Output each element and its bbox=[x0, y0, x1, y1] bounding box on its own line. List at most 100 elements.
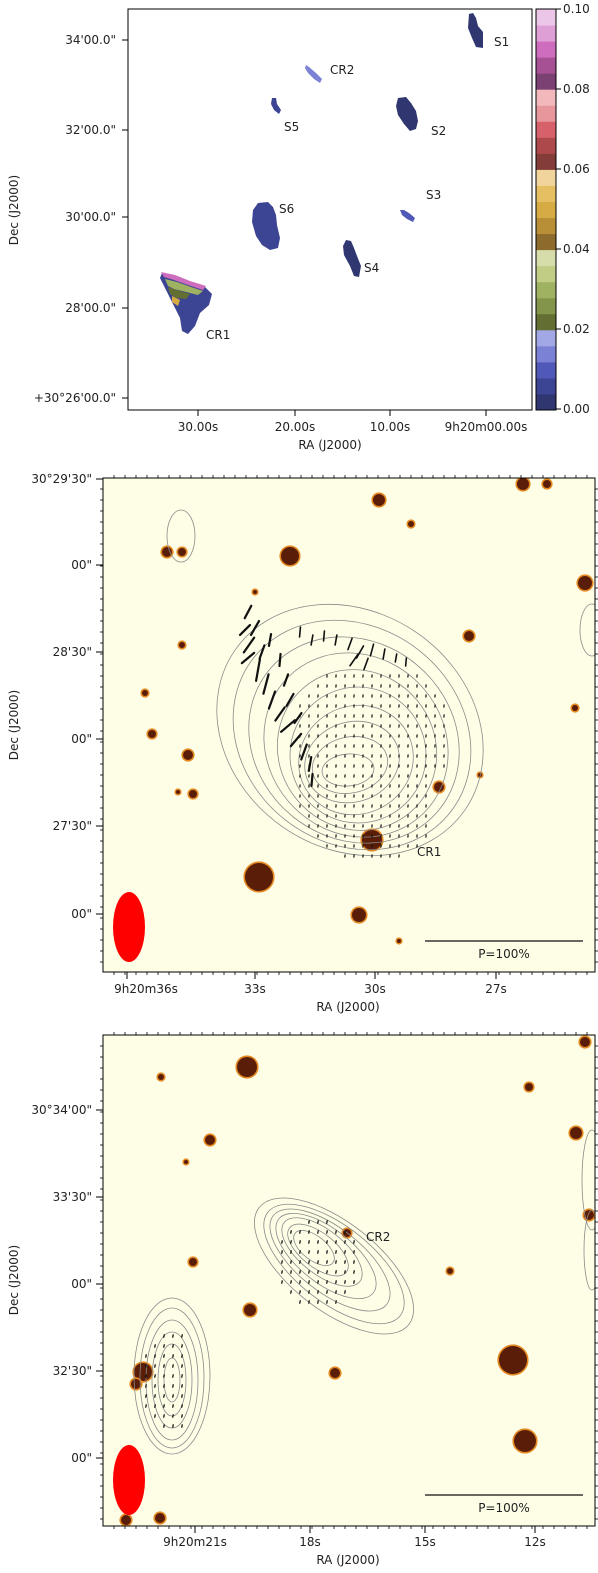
cr2-y-tick-1: 30°34'00" bbox=[31, 1103, 92, 1117]
label-s4: S4 bbox=[364, 261, 379, 275]
star bbox=[178, 548, 186, 556]
cr1-source-label: CR1 bbox=[417, 845, 441, 859]
cr2-x-tick-3: 15s bbox=[414, 1535, 436, 1549]
map-ticks bbox=[122, 39, 487, 416]
blob-s5 bbox=[271, 98, 281, 114]
contour-line bbox=[583, 1209, 595, 1291]
polarization-vector bbox=[347, 637, 353, 651]
colorbar-segment bbox=[536, 313, 556, 331]
cr1-major-ticks bbox=[96, 478, 497, 979]
map-y-tick-4: 28'00.0" bbox=[65, 301, 116, 315]
blob-s1 bbox=[468, 13, 483, 48]
colorbar-segment bbox=[536, 73, 556, 90]
label-s3: S3 bbox=[426, 188, 441, 202]
colorbar-segment bbox=[536, 377, 556, 395]
star bbox=[525, 1083, 533, 1091]
contour-line bbox=[253, 1197, 415, 1335]
label-s2: S2 bbox=[431, 124, 446, 138]
polarization-vector bbox=[238, 623, 252, 637]
contour-line bbox=[166, 509, 196, 563]
map-x-tick-1: 30.00s bbox=[178, 420, 219, 434]
star bbox=[373, 494, 385, 506]
contour-line bbox=[133, 1297, 211, 1455]
colorbar bbox=[536, 9, 556, 411]
star bbox=[205, 1135, 215, 1145]
colorbar-segment bbox=[536, 137, 556, 154]
star bbox=[408, 521, 414, 527]
colorbar-segment bbox=[536, 281, 556, 299]
colorbar-segment bbox=[536, 265, 556, 283]
map-x-tick-2: 20.00s bbox=[275, 420, 316, 434]
cr1-y-tick-6: 00" bbox=[71, 907, 92, 921]
polarization-vector bbox=[278, 652, 282, 668]
colorbar-segment bbox=[536, 217, 556, 235]
cr2-y-axis-title: Dec (J2000) bbox=[7, 1245, 21, 1315]
star bbox=[584, 1210, 594, 1220]
contour-line bbox=[276, 669, 438, 831]
panel-cr1-polarization: P=100% CR1 9h20m36s 33s 30s 27s 30°29'30… bbox=[7, 472, 598, 1014]
contour-line bbox=[248, 636, 460, 844]
cr2-y-tick-3: 00" bbox=[71, 1277, 92, 1291]
colorbar-frame bbox=[535, 8, 557, 411]
star bbox=[131, 1379, 141, 1389]
cr1-y-tick-3: 28'30" bbox=[53, 645, 92, 659]
colorbar-segment bbox=[536, 41, 556, 58]
polarization-vector bbox=[242, 636, 256, 654]
cr2-frame bbox=[102, 1034, 596, 1527]
star bbox=[158, 1074, 164, 1080]
cr2-y-tick-5: 00" bbox=[71, 1451, 92, 1465]
colorbar-segment bbox=[536, 393, 556, 411]
cr2-x-tick-2: 18s bbox=[299, 1535, 321, 1549]
colorbar-segment bbox=[536, 153, 556, 170]
polarization-vector bbox=[334, 634, 338, 646]
cr1-y-tick-4: 00" bbox=[71, 732, 92, 746]
blob-cr2 bbox=[305, 65, 322, 83]
map-background bbox=[128, 9, 532, 410]
star bbox=[189, 1258, 197, 1266]
star bbox=[397, 939, 401, 943]
polarization-vector bbox=[310, 634, 314, 646]
colorbar-segment bbox=[536, 201, 556, 219]
polarization-vector bbox=[363, 657, 369, 671]
contour-line bbox=[304, 720, 400, 804]
contour-line bbox=[232, 619, 472, 851]
star bbox=[253, 590, 257, 594]
blob-cr1-edge-pink bbox=[161, 272, 206, 290]
cr2-major-ticks bbox=[96, 1109, 536, 1533]
cr1-vectors bbox=[238, 604, 445, 858]
blob-cr1-edge-olive bbox=[168, 287, 190, 299]
star bbox=[447, 1268, 453, 1274]
polarization-vector bbox=[382, 648, 386, 660]
colorbar-tick-6: 0.00 bbox=[563, 402, 590, 416]
polarization-vector bbox=[280, 719, 296, 733]
polarization-vector bbox=[258, 644, 266, 660]
colorbar-tick-4: 0.04 bbox=[563, 242, 590, 256]
star bbox=[245, 863, 273, 891]
star bbox=[514, 1430, 536, 1452]
polarization-vector bbox=[243, 604, 253, 620]
blob-cr1-edge-tan bbox=[172, 296, 180, 306]
polarization-vector bbox=[300, 743, 308, 761]
contour-line bbox=[293, 1230, 335, 1266]
map-y-axis-title: Dec (J2000) bbox=[7, 175, 21, 245]
contour-line bbox=[579, 603, 595, 657]
star bbox=[162, 547, 172, 557]
contour-line bbox=[281, 1217, 363, 1287]
blob-s3 bbox=[400, 210, 415, 222]
cr1-y-axis-title: Dec (J2000) bbox=[7, 690, 21, 760]
cr1-stars bbox=[140, 478, 594, 945]
star bbox=[543, 480, 551, 488]
star bbox=[134, 1363, 152, 1381]
polarization-vector bbox=[249, 619, 261, 637]
polarization-vector bbox=[267, 632, 273, 648]
colorbar-segment bbox=[536, 25, 556, 42]
colorbar-segment bbox=[536, 169, 556, 186]
contour-line bbox=[289, 686, 427, 824]
contour-line bbox=[163, 1357, 181, 1403]
polarization-vector bbox=[307, 756, 313, 772]
star bbox=[517, 478, 529, 490]
polarization-vector bbox=[310, 772, 314, 788]
label-s6: S6 bbox=[279, 202, 294, 216]
label-cr1: CR1 bbox=[206, 328, 230, 342]
contour-line bbox=[216, 603, 484, 857]
